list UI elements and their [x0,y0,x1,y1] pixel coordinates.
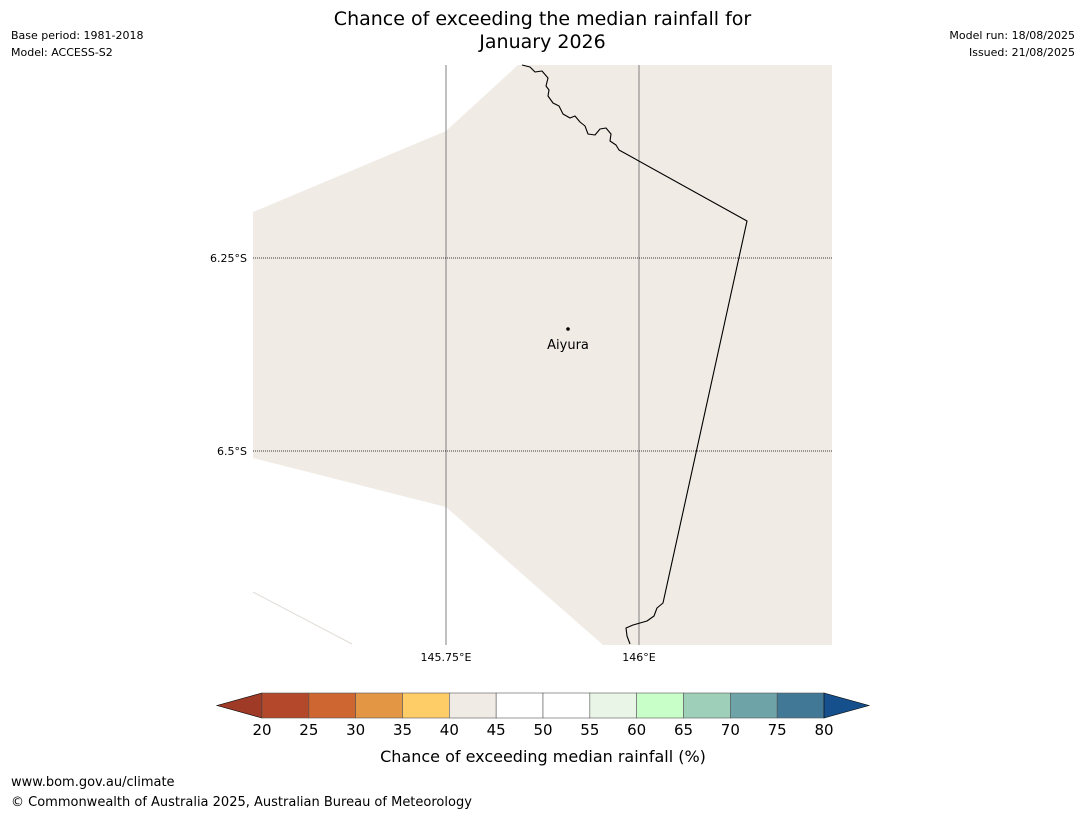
colorbar-tick-label: 50 [533,721,552,739]
colorbar-tick-label: 30 [346,721,365,739]
metadata-right: Model run: 18/08/2025 Issued: 21/08/2025 [949,27,1075,61]
colorbar-segment [542,692,591,719]
colorbar-tick-label: 60 [627,721,646,739]
provincial-border-line [521,64,748,645]
colorbar-segment [589,692,637,719]
colorbar-segment [776,692,825,719]
colorbar-segment [449,692,497,719]
colorbar-segment [730,692,778,719]
colorbar-tick-label: 70 [721,721,740,739]
colorbar-segment [261,692,310,719]
land-region [253,65,832,645]
colorbar-segments [261,692,825,719]
colorbar-tick-label: 20 [252,721,271,739]
colorbar-tick-label: 75 [768,721,787,739]
latitude-label-6-25: 6.25°S [210,252,247,265]
colorbar-under-arrow [215,692,263,719]
footer-copyright: © Commonwealth of Australia 2025, Austra… [11,795,472,810]
colorbar-segment [402,692,450,719]
issued-text: Issued: 21/08/2025 [968,46,1075,59]
latitude-label-6-5: 6.5°S [217,445,247,458]
colorbar-tick-label: 40 [440,721,459,739]
metadata-left: Base period: 1981-2018 Model: ACCESS-S2 [11,27,143,61]
map-title-line2: January 2026 [479,31,606,53]
base-period-text: Base period: 1981-2018 [11,29,144,42]
colorbar-segment [495,692,544,719]
map-title: Chance of exceeding the median rainfall … [200,8,885,54]
longitude-label-145-75: 145.75°E [421,651,472,664]
colorbar-ticks: 20 25 30 35 40 45 50 55 60 65 70 75 80 [252,721,833,739]
colorbar-tick-label: 25 [299,721,318,739]
colorbar-label: Chance of exceeding median rainfall (%) [380,747,706,766]
map-area: Aiyura 6.25°S 6.5°S 145.75°E 146°E [210,64,832,664]
colorbar-segment [355,692,403,719]
model-run-text: Model run: 18/08/2025 [949,29,1075,42]
footer-url: www.bom.gov.au/climate [11,775,175,790]
colorbar-tick-label: 35 [393,721,412,739]
aiyura-marker [566,327,570,331]
colorbar-segment [636,692,684,719]
colorbar-tick-label: 65 [674,721,693,739]
colorbar-segment [308,692,356,719]
map-title-line1: Chance of exceeding the median rainfall … [333,8,752,30]
coast-fragment [252,591,353,645]
model-text: Model: ACCESS-S2 [11,46,113,59]
aiyura-label: Aiyura [547,338,589,353]
colorbar-tick-label: 80 [814,721,833,739]
colorbar-tick-label: 55 [580,721,599,739]
colorbar-over-arrow [823,692,871,719]
colorbar-segment [683,692,731,719]
longitude-label-146: 146°E [622,651,655,664]
colorbar: 20 25 30 35 40 45 50 55 60 65 70 75 80 Chance of exc… [215,692,871,766]
colorbar-tick-label: 45 [487,721,506,739]
